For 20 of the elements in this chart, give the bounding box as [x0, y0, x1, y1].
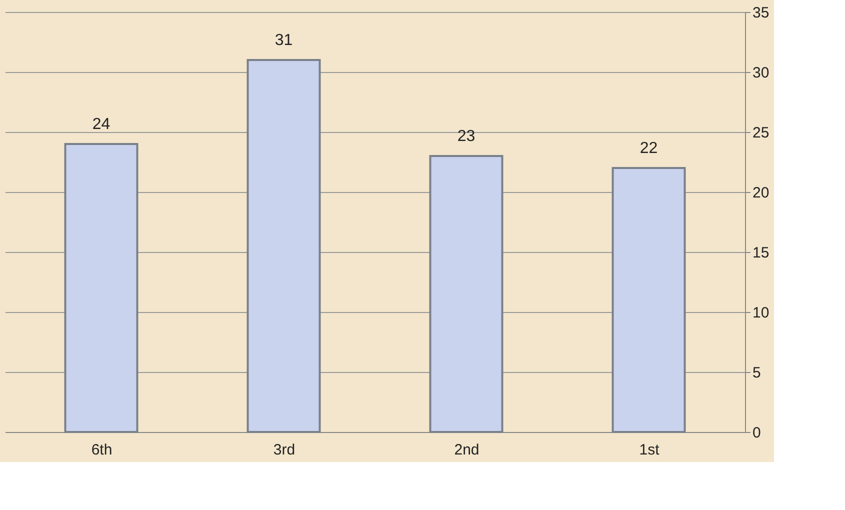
- y-tick-label: 20: [752, 184, 770, 202]
- x-tick-label: 1st: [639, 442, 660, 458]
- data-label: 24: [92, 116, 110, 133]
- x-tick-label: 3rd: [273, 442, 296, 458]
- data-label: 23: [457, 128, 476, 145]
- y-tick-label: 10: [752, 304, 770, 322]
- y-tick-label: 25: [752, 124, 770, 142]
- y-tick-label: 0: [752, 424, 761, 442]
- data-label: 31: [274, 32, 293, 49]
- y-tick-label: 30: [752, 64, 770, 82]
- bar: [246, 59, 321, 433]
- x-tick-label: 2nd: [454, 442, 480, 458]
- y-tick-label: 5: [752, 364, 761, 382]
- y-tick-label: 15: [752, 244, 770, 262]
- y-tick-label: 35: [752, 4, 770, 22]
- bar: [612, 167, 686, 433]
- x-tick-label: 6th: [91, 442, 112, 458]
- data-label: 22: [640, 140, 658, 157]
- bar: [429, 155, 504, 433]
- bar: [64, 143, 138, 433]
